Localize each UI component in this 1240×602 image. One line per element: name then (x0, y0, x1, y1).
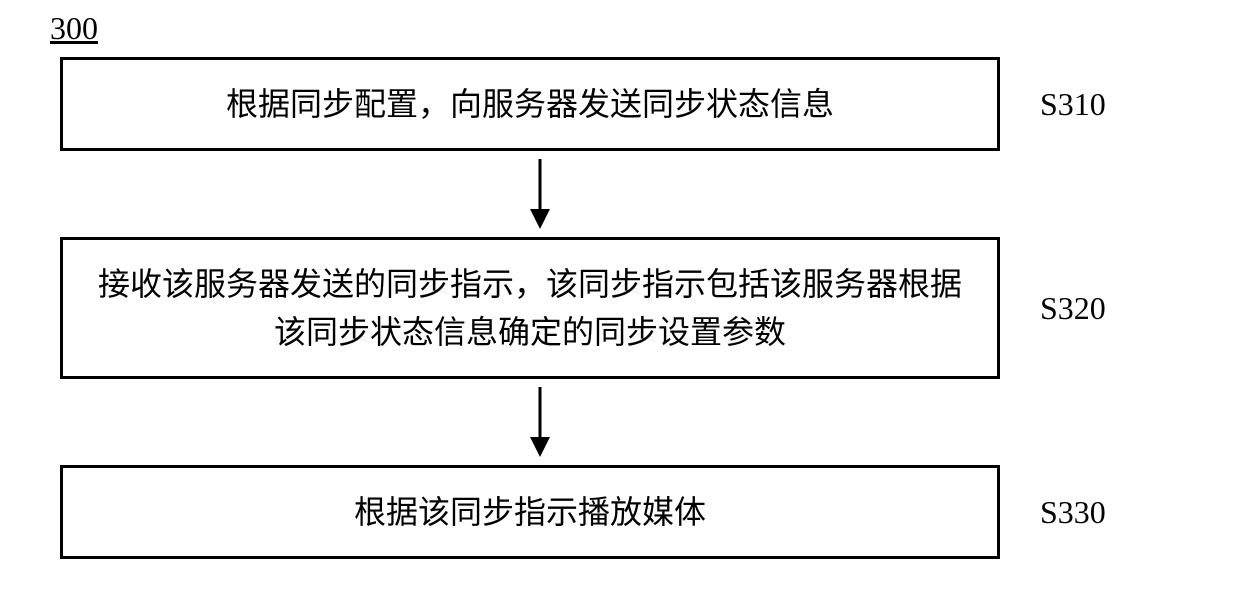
flowchart-diagram: 300 根据同步配置，向服务器发送同步状态信息 S310 接收该服务器发送的同步… (50, 10, 1200, 559)
flow-text-s330: 根据该同步指示播放媒体 (354, 488, 706, 536)
step-label-s320: S320 (1040, 290, 1106, 327)
flow-step-s330: 根据该同步指示播放媒体 S330 (50, 465, 1200, 559)
figure-number: 300 (50, 10, 98, 47)
arrow-down-icon (525, 387, 555, 457)
step-label-s310: S310 (1040, 86, 1106, 123)
flow-step-s310: 根据同步配置，向服务器发送同步状态信息 S310 (50, 57, 1200, 151)
flow-box-s310: 根据同步配置，向服务器发送同步状态信息 (60, 57, 1000, 151)
flow-text-s320: 接收该服务器发送的同步指示，该同步指示包括该服务器根据该同步状态信息确定的同步设… (93, 260, 967, 356)
arrow-s320-s330 (60, 387, 1020, 457)
arrow-s310-s320 (60, 159, 1020, 229)
step-label-s330: S330 (1040, 494, 1106, 531)
arrow-down-icon (525, 159, 555, 229)
flow-box-s330: 根据该同步指示播放媒体 (60, 465, 1000, 559)
flow-box-s320: 接收该服务器发送的同步指示，该同步指示包括该服务器根据该同步状态信息确定的同步设… (60, 237, 1000, 379)
flow-step-s320: 接收该服务器发送的同步指示，该同步指示包括该服务器根据该同步状态信息确定的同步设… (50, 237, 1200, 379)
flow-text-s310: 根据同步配置，向服务器发送同步状态信息 (226, 80, 834, 128)
